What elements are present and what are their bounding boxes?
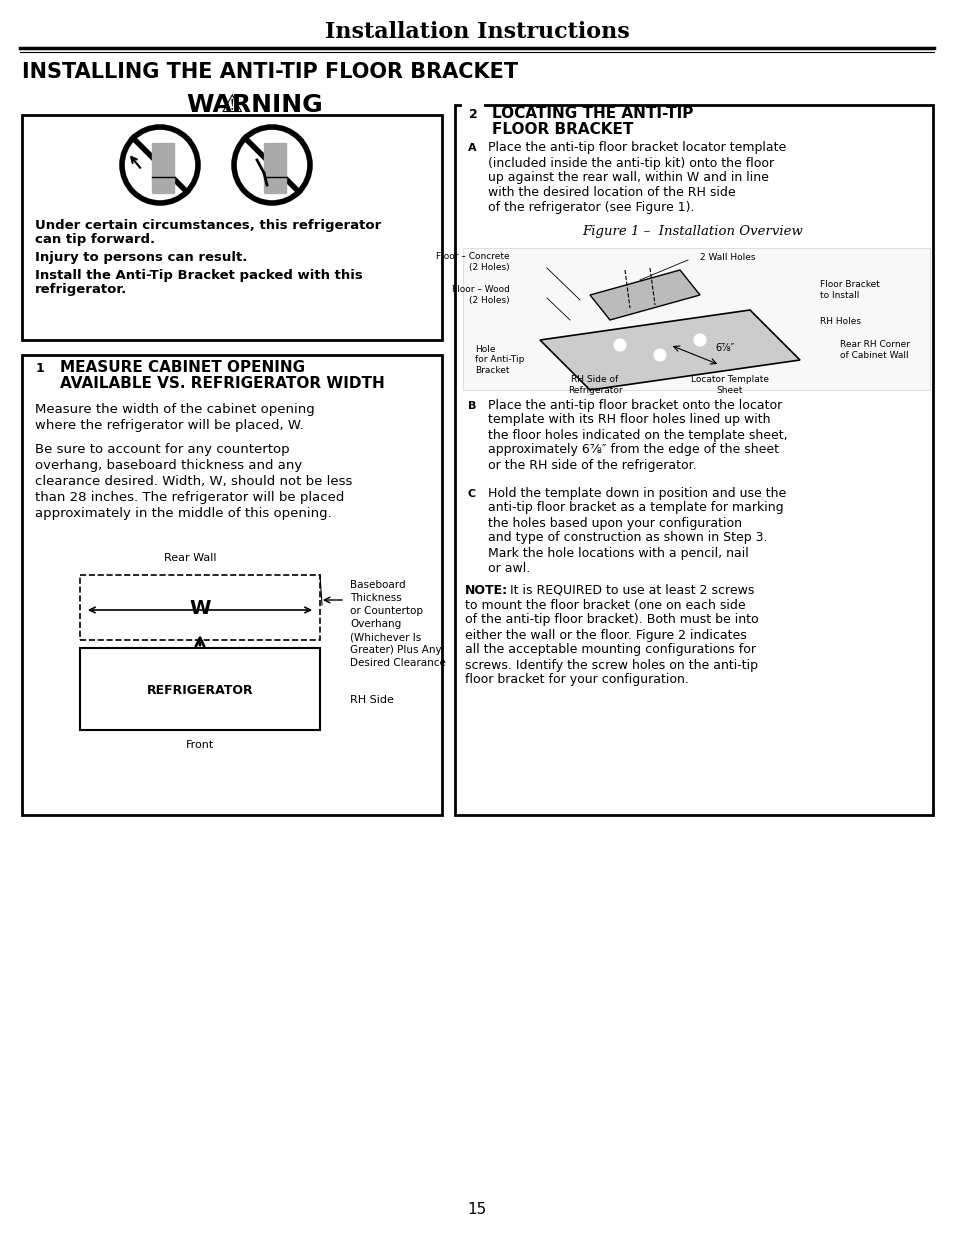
Bar (462, 105, 482, 125)
Text: or awl.: or awl. (488, 562, 530, 574)
Bar (80, 576, 319, 640)
Text: the floor holes indicated on the template sheet,: the floor holes indicated on the templat… (488, 429, 787, 441)
Text: to mount the floor bracket (one on each side: to mount the floor bracket (one on each … (464, 599, 745, 611)
Text: of the anti-tip floor bracket). Both must be into: of the anti-tip floor bracket). Both mus… (464, 614, 758, 626)
Text: Hold the template down in position and use the: Hold the template down in position and u… (488, 487, 785, 499)
Polygon shape (539, 310, 800, 390)
Bar (462, 140, 480, 157)
Text: W: W (189, 599, 211, 618)
Text: 2 Wall Holes: 2 Wall Holes (700, 253, 755, 263)
Text: Place the anti-tip floor bracket locator template: Place the anti-tip floor bracket locator… (488, 142, 785, 154)
Text: up against the rear wall, within W and in line: up against the rear wall, within W and i… (488, 172, 768, 184)
Text: of the refrigerator (see Figure 1).: of the refrigerator (see Figure 1). (488, 201, 694, 215)
Text: ⚠: ⚠ (220, 93, 243, 117)
Text: 15: 15 (467, 1203, 486, 1218)
Text: Floor – Wood
(2 Holes): Floor – Wood (2 Holes) (452, 285, 510, 305)
Text: Measure the width of the cabinet opening: Measure the width of the cabinet opening (35, 404, 314, 416)
Text: 2: 2 (468, 107, 476, 121)
Text: Thickness: Thickness (350, 593, 401, 603)
Text: or the RH side of the refrigerator.: or the RH side of the refrigerator. (488, 458, 696, 472)
Text: Desired Clearance: Desired Clearance (350, 658, 445, 668)
Text: the holes based upon your configuration: the holes based upon your configuration (488, 516, 741, 530)
Text: Install the Anti-Tip Bracket packed with this: Install the Anti-Tip Bracket packed with… (35, 268, 362, 282)
Text: and type of construction as shown in Step 3.: and type of construction as shown in Ste… (488, 531, 767, 545)
Text: AVAILABLE VS. REFRIGERATOR WIDTH: AVAILABLE VS. REFRIGERATOR WIDTH (60, 375, 384, 390)
Text: refrigerator.: refrigerator. (35, 284, 127, 296)
Text: Mark the hole locations with a pencil, nail: Mark the hole locations with a pencil, n… (488, 547, 748, 559)
Text: FLOOR BRACKET: FLOOR BRACKET (492, 122, 633, 137)
Text: than 28 inches. The refrigerator will be placed: than 28 inches. The refrigerator will be… (35, 492, 344, 505)
Text: Installation Instructions: Installation Instructions (324, 21, 629, 43)
Text: Baseboard: Baseboard (350, 580, 405, 590)
Text: A: A (467, 143, 476, 153)
Bar (30, 359, 50, 380)
Text: MEASURE CABINET OPENING: MEASURE CABINET OPENING (60, 359, 305, 374)
Bar (152, 143, 173, 193)
Text: approximately 6⅞″ from the edge of the sheet: approximately 6⅞″ from the edge of the s… (488, 443, 779, 457)
Text: clearance desired. Width, W, should not be less: clearance desired. Width, W, should not … (35, 475, 352, 489)
Text: anti-tip floor bracket as a template for marking: anti-tip floor bracket as a template for… (488, 501, 782, 515)
Text: Place the anti-tip floor bracket onto the locator: Place the anti-tip floor bracket onto th… (488, 399, 781, 411)
Text: or Countertop: or Countertop (350, 606, 422, 616)
Text: Rear Wall: Rear Wall (164, 553, 216, 563)
Text: LOCATING THE ANTI-TIP: LOCATING THE ANTI-TIP (492, 106, 693, 121)
Text: Greater) Plus Any: Greater) Plus Any (350, 645, 441, 655)
Text: RH Holes: RH Holes (820, 317, 861, 326)
Circle shape (614, 338, 625, 351)
Text: Injury to persons can result.: Injury to persons can result. (35, 252, 247, 264)
Text: Floor – Concrete
(2 Holes): Floor – Concrete (2 Holes) (436, 252, 510, 272)
Text: template with its RH floor holes lined up with: template with its RH floor holes lined u… (488, 414, 770, 426)
Polygon shape (589, 270, 700, 320)
Circle shape (693, 333, 705, 346)
Text: C: C (468, 489, 476, 499)
Text: can tip forward.: can tip forward. (35, 233, 155, 247)
Bar (462, 396, 480, 415)
Bar (462, 485, 480, 503)
Text: approximately in the middle of this opening.: approximately in the middle of this open… (35, 508, 332, 520)
Bar (462, 248, 929, 390)
Text: (included inside the anti-tip kit) onto the floor: (included inside the anti-tip kit) onto … (488, 157, 773, 169)
Text: 6⅞″: 6⅞″ (714, 343, 734, 353)
Text: with the desired location of the RH side: with the desired location of the RH side (488, 186, 735, 200)
Text: floor bracket for your configuration.: floor bracket for your configuration. (464, 673, 688, 687)
Text: Under certain circumstances, this refrigerator: Under certain circumstances, this refrig… (35, 219, 381, 231)
Text: Front: Front (186, 740, 213, 750)
Text: (Whichever Is: (Whichever Is (350, 632, 421, 642)
Bar (80, 648, 319, 730)
FancyBboxPatch shape (22, 115, 441, 340)
Text: Floor Bracket
to Install: Floor Bracket to Install (820, 280, 879, 300)
Text: all the acceptable mounting configurations for: all the acceptable mounting configuratio… (464, 643, 755, 657)
Text: Locator Template
Sheet: Locator Template Sheet (690, 375, 768, 395)
Text: 1: 1 (35, 363, 45, 375)
Text: screws. Identify the screw holes on the anti-tip: screws. Identify the screw holes on the … (464, 658, 758, 672)
Text: RH Side: RH Side (350, 695, 394, 705)
Text: Overhang: Overhang (350, 619, 401, 629)
Text: REFRIGERATOR: REFRIGERATOR (147, 683, 253, 697)
Text: It is REQUIRED to use at least 2 screws: It is REQUIRED to use at least 2 screws (510, 583, 754, 597)
Text: RH Side of
Refrigerator: RH Side of Refrigerator (567, 375, 621, 395)
FancyBboxPatch shape (455, 105, 932, 815)
Text: INSTALLING THE ANTI-TIP FLOOR BRACKET: INSTALLING THE ANTI-TIP FLOOR BRACKET (22, 62, 517, 82)
FancyBboxPatch shape (22, 354, 441, 815)
Text: WARNING: WARNING (187, 93, 323, 117)
Text: either the wall or the floor. Figure 2 indicates: either the wall or the floor. Figure 2 i… (464, 629, 746, 641)
Text: where the refrigerator will be placed, W.: where the refrigerator will be placed, W… (35, 420, 303, 432)
Circle shape (654, 350, 665, 361)
Text: Figure 1 –  Installation Overview: Figure 1 – Installation Overview (582, 226, 802, 238)
Text: overhang, baseboard thickness and any: overhang, baseboard thickness and any (35, 459, 302, 473)
Text: B: B (467, 401, 476, 411)
Text: NOTE:: NOTE: (464, 583, 508, 597)
Text: Rear RH Corner
of Cabinet Wall: Rear RH Corner of Cabinet Wall (840, 341, 909, 359)
Text: Hole
for Anti-Tip
Bracket: Hole for Anti-Tip Bracket (475, 345, 524, 375)
Bar (264, 143, 286, 193)
Text: Be sure to account for any countertop: Be sure to account for any countertop (35, 443, 290, 457)
